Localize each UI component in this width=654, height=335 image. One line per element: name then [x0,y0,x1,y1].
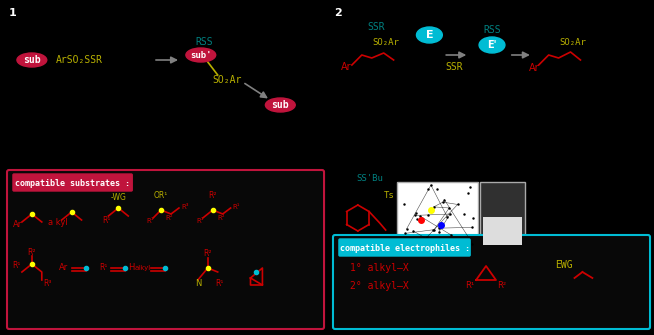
Text: a kyl: a kyl [48,217,67,226]
Text: Ts: Ts [385,191,395,200]
Text: R¹: R¹ [12,261,20,269]
Text: SO₂Ar: SO₂Ar [213,75,242,85]
Text: E: E [426,30,433,40]
Text: Ar: Ar [13,219,23,228]
FancyBboxPatch shape [339,239,470,256]
Text: R²: R² [217,215,225,221]
Text: N: N [195,279,201,288]
Ellipse shape [479,37,505,53]
Text: R³: R³ [181,204,188,210]
Text: sub: sub [271,100,289,110]
Text: R²: R² [203,250,212,259]
Text: E': E' [487,40,497,50]
FancyBboxPatch shape [396,182,478,250]
Text: RSS: RSS [196,37,213,47]
Text: OR¹: OR¹ [154,191,168,200]
FancyBboxPatch shape [333,235,650,329]
Text: H: H [128,264,135,272]
Text: 1° alkyl—X: 1° alkyl—X [350,263,409,273]
Text: R¹: R¹ [102,215,111,224]
Text: Ar: Ar [341,62,351,72]
Text: SSR: SSR [445,62,463,72]
Text: -WG: -WG [111,193,126,201]
Text: R³: R³ [44,278,52,287]
Ellipse shape [266,98,295,112]
Text: SSR: SSR [367,22,385,32]
Text: 1: 1 [9,8,17,18]
Text: SS'Bu: SS'Bu [356,174,383,183]
FancyBboxPatch shape [13,174,132,191]
FancyBboxPatch shape [7,170,324,329]
Text: R²: R² [165,215,173,221]
Text: 2° alkyl—X: 2° alkyl—X [350,281,409,291]
Text: EWG: EWG [556,260,574,270]
Text: R²: R² [209,191,217,200]
Text: R¹: R¹ [233,204,240,210]
Ellipse shape [186,48,216,62]
Ellipse shape [417,27,442,43]
Ellipse shape [17,53,46,67]
Text: SO₂Ar: SO₂Ar [372,38,399,47]
Text: R¹: R¹ [466,281,475,290]
Text: compatible substrates :: compatible substrates : [15,179,130,188]
Text: R¹: R¹ [99,264,108,272]
Text: R¹: R¹ [216,279,224,288]
Text: 2: 2 [334,8,342,18]
FancyBboxPatch shape [480,182,525,250]
Text: Ar: Ar [528,63,539,73]
FancyBboxPatch shape [483,217,522,245]
Text: alkyl: alkyl [135,265,151,271]
Text: RSS: RSS [483,25,501,35]
Text: R²: R² [27,248,36,257]
Text: sub: sub [23,55,41,65]
Text: sub': sub' [190,51,211,60]
Text: R¹: R¹ [196,218,203,224]
Text: R¹: R¹ [146,218,154,224]
Text: ArSO₂SSR: ArSO₂SSR [56,55,103,65]
Text: Ar: Ar [59,264,68,272]
Text: SO₂Ar: SO₂Ar [559,38,586,47]
Text: compatible electrophiles :: compatible electrophiles : [339,244,470,253]
Text: R²: R² [498,281,506,290]
